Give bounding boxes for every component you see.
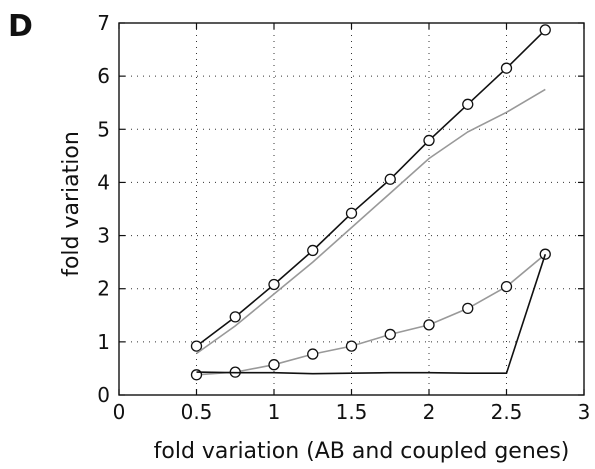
series-1-line [196, 29, 546, 347]
y-tick-label: 0 [97, 383, 110, 407]
series-3-point [539, 248, 551, 260]
y-tick-label: 6 [97, 64, 110, 88]
series-1-point [423, 134, 435, 147]
y-tick-label: 5 [97, 117, 110, 141]
y-tick-label: 4 [97, 170, 110, 194]
axis-ticks: 0 0.5 1 1.5 2 2.5 3 0 1 2 3 4 5 6 7 [97, 11, 590, 424]
series-1-point [345, 207, 358, 219]
series-1-point [229, 311, 241, 323]
x-tick-label: 0.5 [181, 400, 213, 424]
series-3-point [384, 328, 396, 341]
series-3-point [500, 280, 513, 293]
series-1-point [307, 244, 319, 257]
series-1-point [268, 278, 280, 291]
panel-label: D [8, 9, 33, 44]
y-tick-label: 2 [97, 277, 110, 301]
series-3-point [190, 369, 203, 381]
x-tick-label: 0 [113, 400, 126, 424]
series-1-point [384, 173, 396, 185]
series-3-point [345, 340, 358, 352]
x-axis-label: fold variation (AB and coupled genes) [154, 439, 570, 464]
series-layer [190, 24, 551, 381]
x-tick-label: 1 [268, 400, 281, 424]
x-tick-label: 3 [578, 400, 591, 424]
series-3-point [423, 319, 435, 331]
y-tick-label: 1 [97, 330, 110, 354]
series-4-line [196, 253, 547, 375]
series-1-point [500, 62, 513, 74]
series-1-point [462, 98, 474, 110]
series-3-line [196, 253, 546, 376]
x-tick-label: 1.5 [336, 400, 368, 424]
x-tick-label: 2.5 [491, 400, 523, 424]
series-3-point [307, 348, 319, 360]
series-1-point [190, 340, 203, 352]
y-tick-label: 7 [97, 11, 110, 35]
series-1-point [539, 24, 551, 36]
y-tick-label: 3 [97, 224, 110, 248]
x-tick-label: 2 [423, 400, 436, 424]
series-2-line [196, 88, 546, 355]
y-axis-label: fold variation [59, 131, 84, 277]
series-3-point [268, 359, 280, 371]
series-3-point [462, 302, 474, 315]
